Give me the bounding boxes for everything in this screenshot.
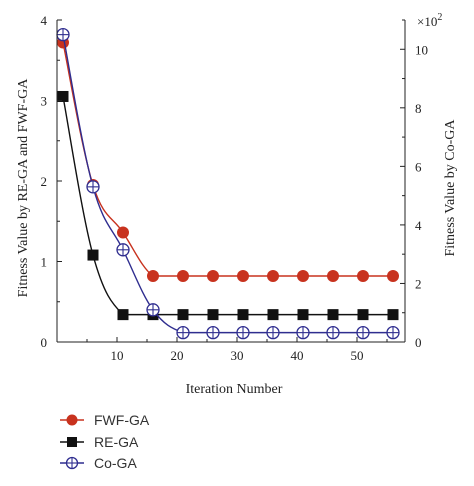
legend-marker-fwf-ga [66, 414, 78, 426]
y-left-tick-label-1: 1 [41, 255, 48, 270]
legend-label-co-ga: Co-GA [94, 455, 137, 471]
legend-label-re-ga: RE-GA [94, 434, 139, 450]
series-line-co-ga [62, 34, 393, 334]
series-co-ga [56, 27, 400, 340]
data-point-re-ga-4 [177, 309, 189, 321]
data-point-fwf-ga-8 [297, 269, 309, 282]
data-point-co-ga-4 [176, 325, 190, 340]
data-point-fwf-ga-5 [207, 269, 219, 282]
data-point-fwf-ga-4 [177, 269, 189, 282]
data-point-co-ga-5 [206, 325, 220, 340]
data-point-co-ga-9 [326, 325, 340, 340]
data-point-co-ga-11 [386, 325, 400, 340]
data-point-re-ga-10 [357, 309, 369, 321]
data-point-co-ga-1 [86, 180, 100, 194]
y-left-tick-label-2: 2 [41, 174, 48, 189]
x-axis-title: Iteration Number [186, 382, 283, 397]
legend-marker-re-ga [67, 437, 77, 447]
data-point-co-ga-0 [56, 27, 70, 42]
y-left-tick-label-3: 3 [41, 94, 48, 109]
legend: FWF-GA RE-GA Co-GA [60, 412, 150, 471]
y-left-tick-label-0: 0 [41, 335, 48, 350]
legend-item-co-ga: Co-GA [60, 455, 137, 471]
data-point-fwf-ga-10 [357, 269, 369, 282]
y-right-tick-label-8: 8 [415, 101, 422, 116]
data-point-fwf-ga-3 [147, 269, 159, 282]
data-point-fwf-ga-2 [117, 226, 129, 239]
data-point-re-ga-9 [327, 309, 339, 321]
x-tick-label-20: 20 [171, 348, 184, 363]
data-point-re-ga-1 [87, 249, 99, 261]
series-fwf-ga [57, 36, 399, 282]
data-point-fwf-ga-7 [267, 269, 279, 282]
data-point-co-ga-2 [116, 243, 130, 257]
y-left-tick-label-4: 4 [41, 13, 48, 28]
data-point-co-ga-8 [296, 325, 310, 340]
y-right-tick-label-0: 0 [415, 335, 422, 350]
data-point-re-ga-6 [237, 309, 249, 321]
legend-label-fwf-ga: FWF-GA [94, 412, 150, 428]
right-axis-multiplier-exponent: 2 [437, 12, 442, 23]
series-line-fwf-ga [62, 42, 393, 277]
data-point-re-ga-5 [207, 309, 219, 321]
series-re-ga [57, 90, 399, 321]
data-point-fwf-ga-6 [237, 269, 249, 282]
right-axis-multiplier: ×102 [417, 12, 442, 29]
data-point-re-ga-7 [267, 309, 279, 321]
y-axis-right-title: Fitness Value by Co-GA [443, 119, 458, 257]
x-tick-label-40: 40 [291, 348, 304, 363]
data-point-re-ga-11 [387, 309, 399, 321]
y-right-tick-label-10: 10 [415, 42, 428, 57]
legend-item-re-ga: RE-GA [60, 434, 139, 450]
data-point-fwf-ga-9 [327, 269, 339, 282]
data-point-co-ga-7 [266, 325, 280, 340]
y-right-tick-label-2: 2 [415, 276, 422, 291]
data-point-co-ga-6 [236, 325, 250, 340]
data-point-co-ga-10 [356, 325, 370, 340]
data-point-re-ga-0 [57, 90, 69, 102]
x-tick-label-10: 10 [111, 348, 124, 363]
data-point-co-ga-3 [146, 303, 160, 317]
data-point-re-ga-2 [117, 309, 129, 321]
x-tick-label-30: 30 [231, 348, 244, 363]
right-axis-multiplier-base: ×10 [417, 14, 437, 29]
y-right-tick-label-6: 6 [415, 159, 422, 174]
series-line-re-ga [62, 96, 393, 316]
y-axis-left-title: Fitness Value by RE-GA and FWF-GA [16, 78, 31, 298]
x-tick-label-50: 50 [351, 348, 364, 363]
legend-item-fwf-ga: FWF-GA [60, 412, 150, 428]
data-point-fwf-ga-11 [387, 269, 399, 282]
data-point-re-ga-8 [297, 309, 309, 321]
y-right-tick-label-4: 4 [415, 218, 422, 233]
